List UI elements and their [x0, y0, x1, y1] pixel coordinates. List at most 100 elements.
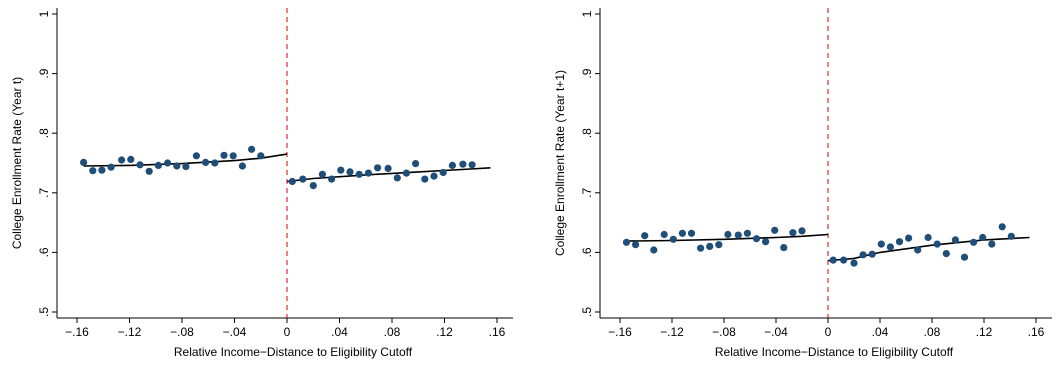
fit-line-right	[827, 236, 1030, 262]
data-point	[107, 163, 115, 171]
data-point	[220, 151, 228, 159]
x-tick-label: −.04	[764, 325, 788, 339]
x-tick-label: −.16	[65, 325, 89, 339]
y-tick-label: .7	[580, 187, 594, 197]
data-point	[762, 238, 770, 246]
data-point	[229, 152, 237, 160]
data-point	[868, 250, 876, 258]
chart-panel-left: .5 .6 .7 .8 .9 1 −.16 −.12 −.08 −.04 0 .04 .08 .12 .16…	[10, 8, 513, 359]
x-axis-title: Relative Income−Distance to Eligibility …	[715, 345, 954, 359]
y-axis-title: College Enrollment Rate (Year t+1)	[553, 70, 567, 256]
x-axis-title: Relative Income−Distance to Eligibility …	[174, 345, 413, 359]
data-point	[299, 175, 307, 183]
data-point	[780, 244, 788, 252]
x-tick-label: .04	[331, 325, 348, 339]
data-point	[706, 242, 714, 250]
data-point	[346, 168, 354, 176]
data-point	[309, 182, 317, 190]
data-point	[459, 160, 467, 168]
data-point	[89, 167, 97, 175]
y-tick-label: .5	[37, 307, 51, 317]
data-point	[859, 251, 867, 259]
data-point	[412, 160, 420, 168]
chart-svg-year-t1: .5 .6 .7 .8 .9 1 −.16 −.12 −.08 −.04 0 .04 .08 .12 .16…	[553, 8, 1052, 359]
x-tick-label: .04	[872, 325, 889, 339]
x-tick-label: .08	[924, 325, 941, 339]
data-point	[430, 172, 438, 180]
data-point	[840, 256, 848, 264]
y-tick-label: .8	[37, 128, 51, 138]
data-point	[98, 166, 106, 174]
y-tick-label: .9	[37, 68, 51, 78]
data-point	[374, 164, 382, 172]
x-tick-label: −.08	[170, 325, 194, 339]
data-point	[402, 169, 410, 177]
data-point	[960, 253, 969, 261]
data-point	[933, 240, 941, 248]
data-point	[384, 164, 392, 172]
x-tick-label: −.08	[712, 325, 736, 339]
y-tick-label: .9	[580, 68, 594, 78]
y-tick-label: .6	[37, 247, 51, 257]
data-point	[145, 167, 153, 175]
y-tick-label: 1	[37, 10, 51, 17]
data-point	[660, 230, 668, 239]
data-point	[752, 235, 761, 243]
x-tick-label: 0	[284, 325, 291, 339]
x-tick-label: 0	[825, 325, 832, 339]
data-point	[724, 230, 732, 239]
y-tick-label: .6	[580, 247, 594, 257]
data-point	[669, 235, 677, 243]
data-point	[192, 152, 200, 160]
data-point	[439, 168, 447, 177]
data-point	[288, 177, 296, 186]
y-tick-label: .8	[580, 128, 594, 138]
data-point	[318, 170, 326, 178]
data-point	[771, 226, 779, 234]
data-point	[154, 161, 162, 169]
data-point	[798, 227, 806, 235]
y-axis-title: College Enrollment Rate (Year t)	[10, 77, 24, 249]
y-tick-label: .7	[37, 187, 51, 197]
data-point	[715, 241, 723, 249]
x-tick-label: .16	[1028, 325, 1045, 339]
data-point	[238, 162, 246, 170]
fit-line-left	[626, 233, 829, 242]
data-point	[697, 244, 705, 252]
data-point	[448, 161, 456, 169]
data-point	[257, 152, 265, 160]
data-point	[182, 163, 190, 171]
data-point	[328, 175, 336, 183]
data-point	[650, 246, 658, 254]
y-tick-label: 1	[580, 10, 594, 17]
data-point	[734, 231, 742, 239]
data-point	[164, 159, 172, 167]
data-point	[895, 238, 904, 246]
data-point	[641, 232, 649, 240]
data-point	[829, 256, 837, 264]
data-point	[127, 155, 135, 163]
data-point	[988, 240, 996, 248]
data-point	[979, 233, 987, 242]
x-tick-label: −.12	[660, 325, 684, 339]
x-tick-label: .12	[436, 325, 453, 339]
data-point	[970, 238, 978, 246]
data-point	[393, 174, 401, 182]
data-point	[211, 159, 219, 167]
data-point	[687, 229, 696, 237]
data-point	[355, 170, 363, 178]
data-point	[173, 162, 181, 170]
data-point	[136, 161, 144, 169]
data-point	[1007, 232, 1015, 240]
data-point	[850, 259, 858, 267]
data-point	[118, 156, 126, 164]
data-point	[942, 250, 950, 258]
data-point	[248, 145, 256, 153]
data-point	[924, 233, 932, 242]
data-point	[678, 229, 686, 237]
data-point	[468, 161, 476, 169]
x-tick-label: −.04	[223, 325, 247, 339]
data-point	[886, 243, 894, 251]
data-point	[914, 246, 922, 254]
data-point	[622, 238, 631, 246]
